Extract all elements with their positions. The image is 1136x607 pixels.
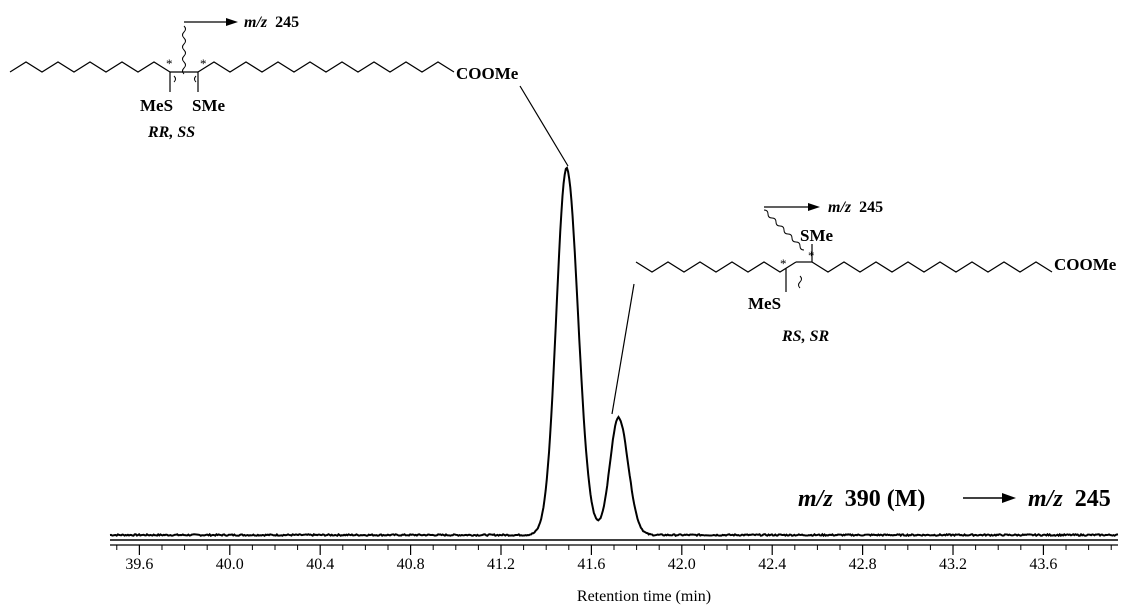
structure-2-left-chain — [635, 261, 797, 273]
svg-text:m/z 390 (M): m/z 390 (M) — [798, 486, 925, 512]
structure-1-fragment-value: 245 — [275, 14, 299, 31]
x-axis-title: Retention time (min) — [577, 588, 711, 605]
structure-2-leader-line — [611, 283, 635, 415]
structure-1-fragment-mz-label: m/z — [244, 14, 268, 31]
structure-rr-ss: m/z 245 * * MeS SMe RR, SS COOMe — [9, 14, 569, 167]
structure-2-cleavage-wave — [763, 209, 805, 251]
mrm-transition-label: m/z 390 (M) m/z 245 — [798, 486, 1111, 512]
structure-2-fragment-value: 245 — [859, 199, 883, 216]
x-tick-label: 41.2 — [487, 556, 515, 573]
structure-2-stereo-star-right: * — [808, 248, 815, 263]
structure-2-sme-label: SMe — [800, 226, 834, 245]
transition-arrow-head — [1002, 493, 1016, 503]
structure-1-stereo-label: RR, SS — [147, 124, 195, 141]
x-tick-label: 40.8 — [397, 556, 425, 573]
structure-1-cleavage-marks — [173, 75, 197, 83]
structure-1-coome-label: COOMe — [456, 64, 519, 83]
transition-mz-label: m/z — [798, 486, 833, 512]
transition-product-mz-label: m/z — [1028, 486, 1063, 512]
svg-text:m/z 245: m/z 245 — [828, 199, 883, 216]
x-tick-label: 42.4 — [758, 556, 786, 573]
structure-1-sme-label: SMe — [192, 96, 226, 115]
structure-1-mes-label: MeS — [140, 96, 173, 115]
structure-2-stereo-label: RS, SR — [781, 328, 829, 345]
structure-2-fragment-arrow-head — [808, 203, 820, 211]
structure-1-cleavage-wave — [182, 25, 186, 75]
structure-1-left-chain — [9, 61, 171, 73]
svg-text:m/z 245: m/z 245 — [1028, 486, 1111, 512]
structure-1-stereo-star-left: * — [166, 56, 173, 71]
x-tick-label: 39.6 — [125, 556, 153, 573]
structure-1-stereo-star-right: * — [200, 56, 207, 71]
structure-1-leader-line — [519, 85, 569, 167]
structure-rs-sr: m/z 245 * * MeS SMe RS, SR COOMe — [611, 199, 1117, 415]
chromatogram-trace — [109, 166, 1119, 538]
svg-text:m/z 245: m/z 245 — [244, 14, 299, 31]
x-tick-label: 40.0 — [216, 556, 244, 573]
transition-precursor: 390 (M) — [845, 486, 926, 512]
x-tick-label: 41.6 — [577, 556, 605, 573]
structure-2-cleavage-mark — [798, 275, 802, 289]
x-tick-label: 42.8 — [849, 556, 877, 573]
structure-2-fragment-mz-label: m/z — [828, 199, 852, 216]
x-ticks: 39.6 40.0 40.4 40.8 41.2 41.6 42.0 42.4 42.8 43.2… — [116, 545, 1112, 573]
x-axis: 39.6 40.0 40.4 40.8 41.2 41.6 42.0 42.4 42.8 43.2… — [110, 539, 1118, 605]
x-tick-label: 43.6 — [1029, 556, 1057, 573]
x-tick-label: 43.2 — [939, 556, 967, 573]
x-tick-label: 42.0 — [668, 556, 696, 573]
structure-1-right-chain — [197, 61, 455, 73]
structure-2-mes-label: MeS — [748, 294, 781, 313]
structure-1-fragment-arrow-head — [226, 18, 238, 26]
transition-product: 245 — [1075, 486, 1111, 512]
structure-2-right-chain — [811, 261, 1053, 273]
structure-2-stereo-star-left: * — [780, 256, 787, 271]
structure-2-coome-label: COOMe — [1054, 255, 1117, 274]
x-tick-label: 40.4 — [306, 556, 334, 573]
